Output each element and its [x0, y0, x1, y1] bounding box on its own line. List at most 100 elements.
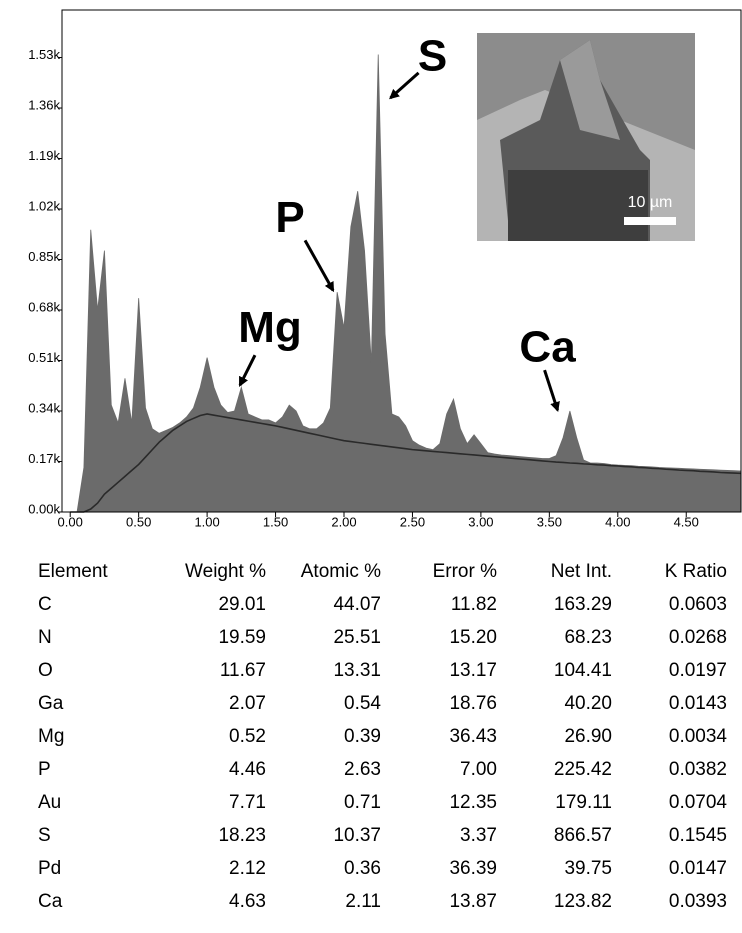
x-tick-label: 1.00 [194, 514, 219, 529]
table-cell: 0.0147 [669, 858, 727, 879]
table-cell: 0.0197 [669, 660, 727, 681]
background-line [70, 413, 742, 513]
table-cell: Au [38, 792, 61, 813]
table-header: K Ratio [665, 561, 727, 582]
x-tick-label: 0.00 [58, 514, 83, 529]
table-cell: 123.82 [554, 891, 612, 912]
table-cell: 0.36 [344, 858, 381, 879]
table-cell: 7.00 [460, 759, 497, 780]
table-cell: 4.46 [229, 759, 266, 780]
plot-area: 0.00k 0.17k 0.34k 0.51k 0.68k 0.85k 1.02k 1.19k… [28, 9, 742, 529]
annotation-arrow [543, 369, 560, 413]
table-cell: 36.39 [449, 858, 497, 879]
inset-image: 10 µm [477, 33, 695, 241]
table: Element Weight % Atomic % Error % Net Int. K … [38, 561, 727, 912]
x-tick-label: 4.50 [674, 514, 699, 529]
table-cell: Mg [38, 726, 64, 747]
table-cell: 0.0393 [669, 891, 727, 912]
table-cell: 0.0268 [669, 627, 727, 648]
table-cell: P [38, 759, 51, 780]
table-cell: 0.0034 [669, 726, 728, 747]
table-cell: 2.12 [229, 858, 266, 879]
table-cell: 0.0382 [669, 759, 727, 780]
table-cell: 0.0704 [669, 792, 728, 813]
inset-ridge [560, 40, 620, 140]
table-cell: 18.23 [218, 825, 266, 846]
table-cell: 104.41 [554, 660, 612, 681]
inset-cut [508, 170, 648, 241]
y-tick-label: 1.19k [28, 148, 60, 163]
table-cell: 2.07 [229, 693, 266, 714]
table-cell: 11.82 [451, 594, 497, 615]
table-cell: 7.71 [229, 792, 266, 813]
table-cell: Pd [38, 858, 61, 879]
annotation-label: Mg [238, 303, 302, 352]
scale-label: 10 µm [628, 194, 673, 211]
x-tick-label: 3.50 [537, 514, 562, 529]
y-tick-label: 0.68k [28, 299, 60, 314]
table-cell: 4.63 [229, 891, 266, 912]
table-cell: 13.17 [449, 660, 497, 681]
table-cell: 68.23 [564, 627, 612, 648]
table-cell: 10.37 [333, 825, 381, 846]
table-cell: 0.0143 [669, 693, 727, 714]
y-tick-label: 0.17k [28, 451, 60, 466]
table-header: Atomic % [301, 561, 381, 582]
table-header: Weight % [185, 561, 266, 582]
table-cell: 225.42 [554, 759, 612, 780]
table-cell: 18.76 [449, 693, 497, 714]
table-cell: 39.75 [564, 858, 612, 879]
table-cell: 44.07 [333, 594, 381, 615]
table-cell: 0.1545 [669, 825, 727, 846]
table-cell: 19.59 [218, 627, 266, 648]
table-cell: 13.87 [449, 891, 497, 912]
annotation-label: S [418, 32, 447, 81]
table-cell: 26.90 [564, 726, 612, 747]
y-tick-label: 0.00k [28, 501, 60, 516]
x-tick-label: 0.50 [126, 514, 151, 529]
table-cell: Ca [38, 891, 63, 912]
table-cell: 13.31 [333, 660, 381, 681]
table-cell: S [38, 825, 51, 846]
table-cell: 25.51 [333, 627, 381, 648]
table-cell: 2.63 [344, 759, 381, 780]
annotation-arrow [303, 239, 335, 293]
table-header: Error % [433, 561, 498, 582]
table-cell: C [38, 594, 52, 615]
table-cell: 3.37 [460, 825, 497, 846]
table-cell: 15.20 [449, 627, 497, 648]
table-cell: 40.20 [564, 693, 612, 714]
y-tick-label: 0.34k [28, 400, 60, 415]
table-cell: 0.71 [344, 792, 381, 813]
table-cell: O [38, 660, 53, 681]
annotation-label: P [275, 193, 304, 242]
table-cell: 866.57 [554, 825, 612, 846]
table-cell: 179.11 [555, 792, 612, 813]
table-cell: Ga [38, 693, 64, 714]
annotation-arrow [238, 354, 257, 387]
table-cell: 12.35 [449, 792, 497, 813]
x-tick-label: 2.00 [331, 514, 356, 529]
annotation-arrow [389, 71, 420, 100]
x-tick-label: 4.00 [605, 514, 630, 529]
y-tick-label: 0.85k [28, 249, 60, 264]
table-header: Element [38, 561, 108, 582]
x-tick-label: 2.50 [400, 514, 425, 529]
table-cell: 36.43 [449, 726, 497, 747]
table-cell: 0.39 [344, 726, 381, 747]
x-tick-label: 1.50 [263, 514, 288, 529]
annotation-label: Ca [519, 323, 576, 372]
y-tick-label: 1.36k [28, 97, 60, 112]
table-cell: 11.67 [220, 660, 266, 681]
table-header: Net Int. [551, 561, 612, 582]
y-tick-label: 0.51k [28, 350, 60, 365]
x-tick-label: 3.00 [468, 514, 493, 529]
plot-frame [61, 9, 742, 513]
scale-bar [624, 217, 676, 225]
y-tick-label: 1.02k [28, 198, 60, 213]
table-cell: N [38, 627, 52, 648]
table-cell: 0.54 [344, 693, 381, 714]
table-cell: 2.11 [345, 891, 381, 912]
